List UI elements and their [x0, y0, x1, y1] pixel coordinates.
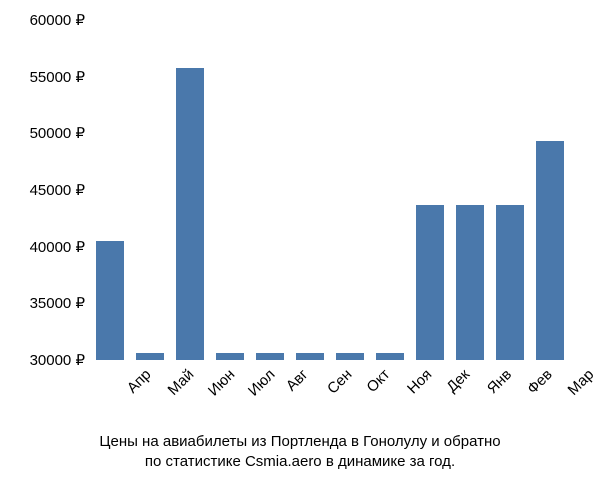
- ytick-label: 55000 ₽: [0, 68, 85, 86]
- bars-container: [90, 20, 570, 360]
- xtick-label: Июл: [245, 366, 279, 400]
- bar: [536, 141, 563, 360]
- xtick-label: Фев: [524, 366, 556, 398]
- bar: [296, 353, 323, 360]
- xtick-label: Май: [165, 366, 198, 399]
- xtick-label: Апр: [124, 366, 155, 397]
- xlabels-container: АпрМайИюнИюлАвгСенОктНояДекЯнвФевМар: [90, 362, 570, 432]
- bar: [336, 353, 363, 360]
- xtick-label: Авг: [283, 366, 312, 395]
- ytick-label: 30000 ₽: [0, 351, 85, 369]
- xtick-label: Дек: [443, 366, 473, 396]
- bar: [136, 353, 163, 360]
- bar: [416, 205, 443, 360]
- bar: [376, 353, 403, 360]
- bar: [176, 68, 203, 360]
- ytick-label: 35000 ₽: [0, 294, 85, 312]
- ytick-label: 45000 ₽: [0, 181, 85, 199]
- plot-area: [90, 20, 570, 360]
- bar: [96, 241, 123, 360]
- ytick-label: 40000 ₽: [0, 238, 85, 256]
- xtick-label: Окт: [363, 366, 393, 396]
- bar: [216, 353, 243, 360]
- caption-line-1: Цены на авиабилеты из Портленда в Гонолу…: [0, 432, 600, 452]
- xtick-label: Сен: [324, 366, 355, 397]
- bar: [256, 353, 283, 360]
- bar: [456, 205, 483, 360]
- xtick-label: Янв: [484, 366, 515, 397]
- xtick-label: Мар: [565, 366, 598, 399]
- xtick-label: Ноя: [404, 366, 435, 397]
- ytick-label: 60000 ₽: [0, 11, 85, 29]
- caption-line-2: по статистике Csmia.aero в динамике за г…: [0, 452, 600, 472]
- xtick-label: Июн: [205, 366, 238, 399]
- bar: [496, 205, 523, 360]
- price-chart: Апр МайИюнИюлАвг Сен Окт Ноя Дек Янв Фев Мар Цен…: [0, 0, 600, 500]
- ytick-label: 50000 ₽: [0, 124, 85, 142]
